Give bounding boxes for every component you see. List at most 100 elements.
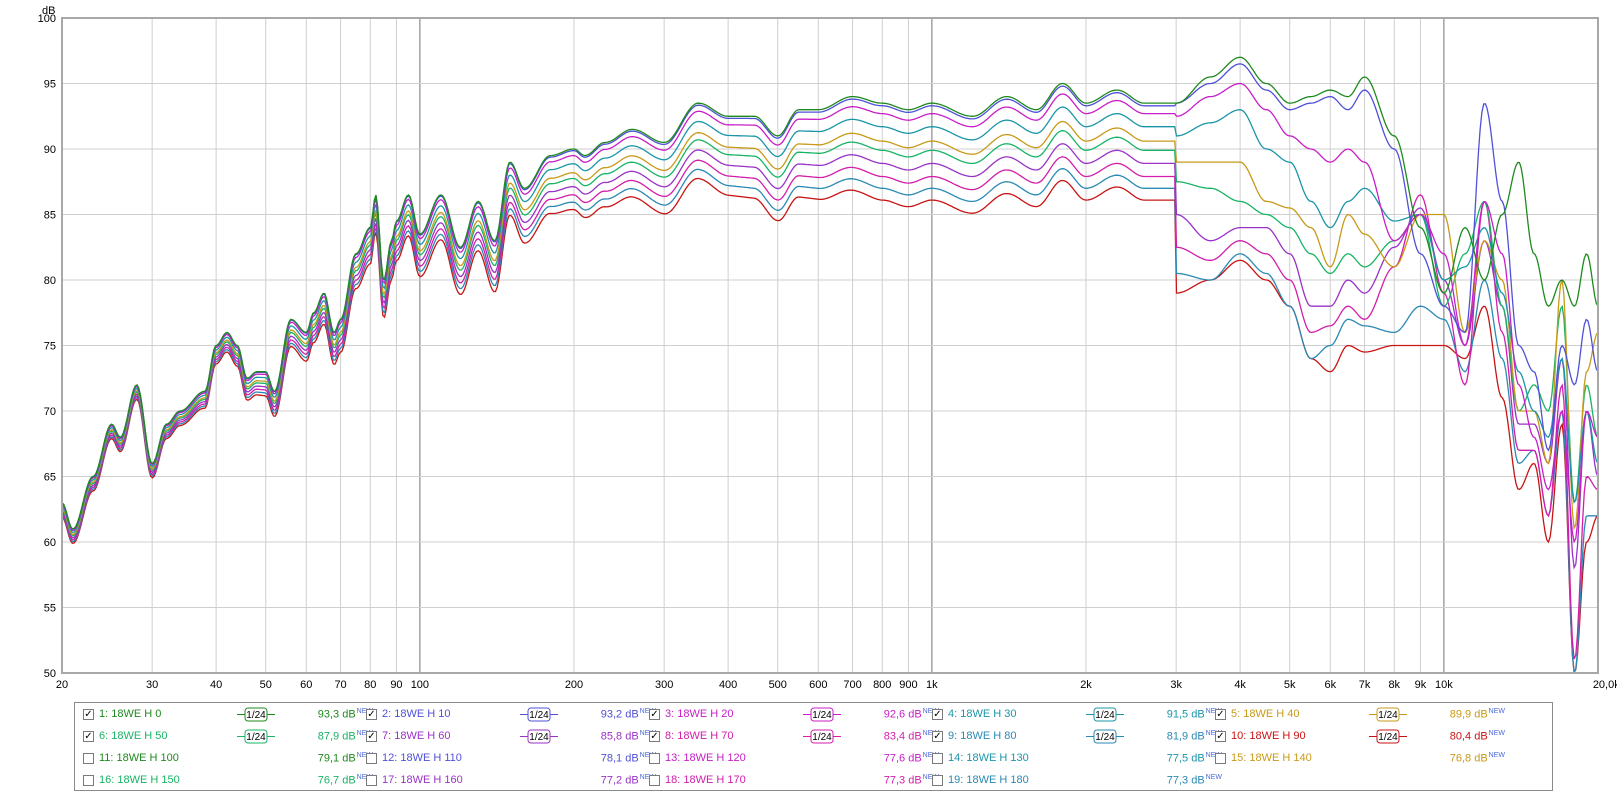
y-tick-labels: 100 95 90 85 80 75 70 65 60 55 50 <box>38 13 56 680</box>
legend-checkbox[interactable]: ✓ <box>649 709 660 720</box>
legend-value: 79,1 dBNEW <box>317 752 373 765</box>
legend-checkbox[interactable]: ✓ <box>932 709 943 720</box>
x-tick-label: 2k <box>1080 679 1092 691</box>
x-tick-label: 70 <box>334 679 346 691</box>
x-tick-label: 10k <box>1435 679 1453 691</box>
legend-entry: ✓ 7: 18WE H 60 1/24 85,8 dBNEW <box>366 729 656 747</box>
legend-value: 77,2 dBNEW <box>600 774 656 787</box>
legend-checkbox[interactable] <box>1215 753 1226 764</box>
smoothing-icon[interactable]: 1/24 <box>1369 729 1407 744</box>
legend-checkbox[interactable]: ✓ <box>83 731 94 742</box>
x-tick-label: 20,0kHz <box>1593 679 1617 691</box>
legend-label: 10: 18WE H 90 <box>1231 730 1306 742</box>
legend-checkbox[interactable] <box>366 753 377 764</box>
new-tag: NEW <box>639 774 656 781</box>
legend-value: 92,6 dBNEW <box>883 708 939 721</box>
new-tag: NEW <box>356 730 373 737</box>
x-tick-label: 400 <box>719 679 737 691</box>
smoothing-icon[interactable]: 1/24 <box>1369 707 1407 722</box>
legend-entry: ✓ 2: 18WE H 10 1/24 93,2 dBNEW <box>366 707 656 725</box>
legend-label: 3: 18WE H 20 <box>665 708 734 720</box>
x-tick-label: 50 <box>260 679 272 691</box>
x-tick-label: 40 <box>210 679 222 691</box>
y-tick-label: 75 <box>44 341 56 353</box>
legend-entry: ✓ 3: 18WE H 20 1/24 92,6 dBNEW <box>649 707 939 725</box>
legend-checkbox[interactable] <box>932 753 943 764</box>
response-curve <box>61 143 1599 570</box>
new-tag: NEW <box>356 708 373 715</box>
y-tick-label: 70 <box>44 406 56 418</box>
smoothing-icon[interactable]: 1/24 <box>1086 729 1124 744</box>
x-tick-label: 8k <box>1388 679 1400 691</box>
legend-label: 14: 18WE H 130 <box>948 752 1029 764</box>
smoothing-icon[interactable]: 1/24 <box>520 729 558 744</box>
smoothing-icon[interactable]: 1/24 <box>803 729 841 744</box>
smoothing-icon[interactable]: 1/24 <box>237 707 275 722</box>
x-tick-label: 700 <box>843 679 861 691</box>
legend-entry: 11: 18WE H 100 79,1 dBNEW <box>83 751 373 769</box>
legend-checkbox[interactable]: ✓ <box>932 731 943 742</box>
legend-value: 76,7 dBNEW <box>317 774 373 787</box>
legend-label: 8: 18WE H 70 <box>665 730 734 742</box>
new-tag: NEW <box>639 730 656 737</box>
x-tick-label: 3k <box>1170 679 1182 691</box>
legend-label: 1: 18WE H 0 <box>99 708 162 720</box>
smoothing-icon[interactable]: 1/24 <box>237 729 275 744</box>
legend-value: 93,3 dBNEW <box>317 708 373 721</box>
new-tag: NEW <box>639 708 656 715</box>
x-tick-label: 5k <box>1284 679 1296 691</box>
x-tick-labels: 20 30 40 50 60 70 80 90 100 200 300 400 500 600 700 800… <box>56 679 1617 691</box>
new-tag: NEW <box>356 774 373 781</box>
legend-entry: ✓ 5: 18WE H 40 1/24 89,9 dBNEW <box>1215 707 1505 725</box>
legend-value: 77,5 dBNEW <box>1166 752 1222 765</box>
legend-entry: ✓ 1: 18WE H 0 1/24 93,3 dBNEW <box>83 707 373 725</box>
new-tag: NEW <box>1205 774 1222 781</box>
legend-checkbox[interactable]: ✓ <box>366 709 377 720</box>
x-tick-label: 600 <box>809 679 827 691</box>
x-tick-label: 100 <box>411 679 429 691</box>
smoothing-icon[interactable]: 1/24 <box>520 707 558 722</box>
x-tick-label: 9k <box>1415 679 1427 691</box>
legend-entry: 16: 18WE H 150 76,7 dBNEW <box>83 773 373 791</box>
legend-checkbox[interactable] <box>366 775 377 786</box>
y-tick-label: 50 <box>44 668 56 680</box>
new-tag: NEW <box>1488 730 1505 737</box>
x-tick-label: 20 <box>56 679 68 691</box>
y-tick-label: 100 <box>38 13 56 25</box>
response-curve <box>61 156 1599 660</box>
legend-value: 87,9 dBNEW <box>317 730 373 743</box>
legend-checkbox[interactable] <box>83 775 94 786</box>
svg-text:1/24: 1/24 <box>529 710 549 721</box>
legend-label: 16: 18WE H 150 <box>99 774 180 786</box>
x-tick-label: 60 <box>300 679 312 691</box>
response-curve <box>61 106 1599 533</box>
smoothing-icon[interactable]: 1/24 <box>1086 707 1124 722</box>
legend-label: 4: 18WE H 30 <box>948 708 1017 720</box>
legend-checkbox[interactable] <box>932 775 943 786</box>
response-curves <box>61 56 1599 675</box>
legend-entry: 14: 18WE H 130 77,5 dBNEW <box>932 751 1222 769</box>
response-curve <box>61 63 1599 530</box>
x-tick-label: 4k <box>1234 679 1246 691</box>
legend-checkbox[interactable]: ✓ <box>1215 731 1226 742</box>
legend-checkbox[interactable]: ✓ <box>83 709 94 720</box>
legend-checkbox[interactable]: ✓ <box>366 731 377 742</box>
response-curve <box>61 177 1599 675</box>
legend-label: 11: 18WE H 100 <box>99 752 179 764</box>
legend-label: 19: 18WE H 180 <box>948 774 1029 786</box>
svg-text:1/24: 1/24 <box>812 732 832 743</box>
x-tick-label: 80 <box>364 679 376 691</box>
new-tag: NEW <box>922 752 939 759</box>
new-tag: NEW <box>1205 730 1222 737</box>
response-curve <box>61 168 1598 675</box>
legend-value: 81,9 dBNEW <box>1166 730 1222 743</box>
legend-checkbox[interactable] <box>649 775 660 786</box>
legend-checkbox[interactable] <box>649 753 660 764</box>
response-curve <box>61 56 1599 530</box>
legend-checkbox[interactable]: ✓ <box>1215 709 1226 720</box>
y-tick-label: 60 <box>44 537 56 549</box>
smoothing-icon[interactable]: 1/24 <box>803 707 841 722</box>
legend-checkbox[interactable]: ✓ <box>649 731 660 742</box>
legend-value: 89,9 dBNEW <box>1449 708 1505 721</box>
legend-checkbox[interactable] <box>83 753 94 764</box>
